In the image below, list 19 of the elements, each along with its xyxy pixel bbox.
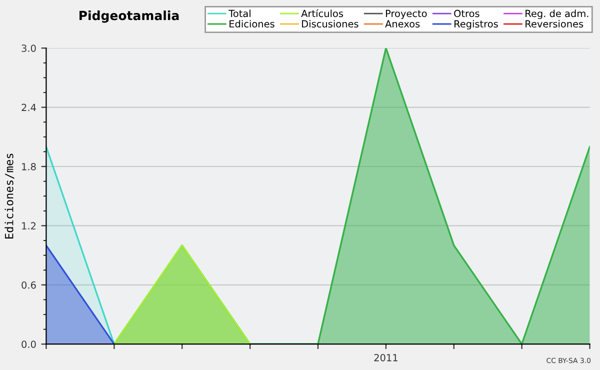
y-axis-title: Ediciones/mes (4, 154, 14, 239)
legend-label: Ediciones (230, 20, 274, 28)
legend-label: Discusiones (302, 20, 358, 28)
legend-label: Total (228, 10, 250, 18)
y-tick-label: 0.6 (22, 281, 36, 289)
legend-label: Registros (454, 20, 498, 30)
y-tick-label: 0.0 (22, 340, 36, 348)
x-tick-label: 2011 (374, 354, 398, 362)
chart-title: Pidgeotamalia (80, 10, 179, 23)
y-tick-label: 3.0 (22, 44, 36, 52)
y-tick-label: 1.8 (22, 162, 36, 170)
legend-label: Otros (454, 10, 480, 18)
legend-label: Reversiones (526, 20, 584, 28)
legend-label: Proyecto (386, 10, 427, 20)
legend-label: Anexos (385, 20, 420, 28)
legend-label: Reg. de adm. (526, 10, 588, 20)
y-tick-label: 2.4 (22, 104, 36, 111)
y-tick-label: 1.2 (22, 222, 36, 230)
legend-label: Artículos (301, 9, 344, 18)
